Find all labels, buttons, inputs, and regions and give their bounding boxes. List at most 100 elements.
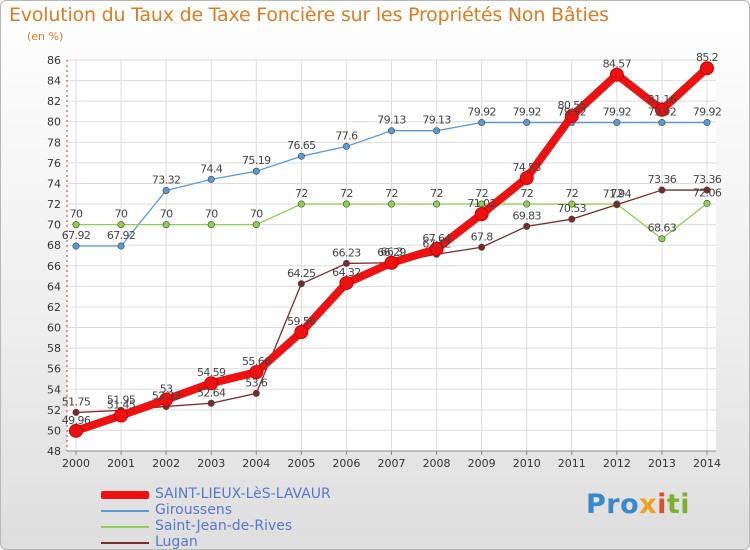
data-label: 67.64	[422, 232, 451, 245]
legend-item-saint-lieux: SAINT-LIEUX-LèS-LAVAUR	[101, 486, 401, 503]
data-label: 64.32	[332, 266, 361, 279]
data-label: 70	[250, 208, 263, 221]
legend-swatch	[101, 510, 149, 512]
y-tick-label: 72	[47, 198, 61, 211]
data-label: 72	[295, 187, 308, 200]
data-point	[568, 215, 576, 223]
legend-label: Saint-Jean-de-Rives	[155, 518, 293, 534]
y-tick-label: 60	[47, 322, 61, 335]
data-label: 72	[430, 187, 443, 200]
data-point	[342, 259, 350, 267]
x-tick-label: 2007	[378, 457, 406, 470]
data-label: 54.59	[197, 366, 226, 379]
data-label: 67.92	[62, 229, 91, 242]
data-label: 79.92	[693, 106, 722, 119]
data-label: 74.53	[512, 161, 541, 174]
y-tick-label: 70	[47, 219, 61, 232]
x-tick-label: 2008	[423, 457, 451, 470]
data-label: 67.8	[471, 230, 494, 243]
data-label: 72	[340, 187, 353, 200]
data-point	[297, 200, 305, 208]
data-label: 80.55	[558, 99, 587, 112]
data-point	[478, 119, 486, 127]
data-label: 71.94	[603, 188, 632, 201]
data-point	[613, 201, 621, 209]
y-tick-label: 58	[47, 342, 61, 355]
data-point	[117, 242, 125, 250]
data-label: 72	[385, 187, 398, 200]
data-label: 55.66	[242, 355, 271, 368]
data-point	[387, 200, 395, 208]
data-label: 72.06	[693, 186, 722, 199]
x-tick-label: 2011	[558, 457, 586, 470]
data-label: 73.32	[152, 173, 181, 186]
x-tick-label: 2004	[242, 457, 270, 470]
data-label: 79.92	[467, 106, 496, 119]
data-point	[519, 171, 534, 186]
data-point	[658, 235, 666, 243]
x-tick-label: 2012	[603, 457, 631, 470]
y-tick-label: 48	[47, 445, 61, 458]
legend-label: Giroussens	[155, 502, 232, 518]
y-tick-label: 62	[47, 301, 61, 314]
data-point	[207, 221, 215, 229]
data-label: 74.4	[200, 162, 223, 175]
data-point	[162, 186, 170, 194]
data-point	[114, 408, 129, 423]
data-label: 73.36	[648, 173, 677, 186]
y-tick-label: 80	[47, 116, 61, 129]
data-label: 79.92	[558, 106, 587, 119]
data-point	[654, 102, 669, 117]
data-point	[339, 276, 354, 291]
data-label: 49.96	[62, 414, 91, 427]
data-label: 52.33	[152, 389, 181, 402]
y-tick-label: 56	[47, 363, 61, 376]
chart-title: Evolution du Taux de Taxe Foncière sur l…	[9, 4, 609, 26]
data-point	[658, 119, 666, 127]
legend-swatch	[101, 526, 149, 528]
data-label: 73.36	[693, 173, 722, 186]
legend-item-saint-jean: Saint-Jean-de-Rives	[101, 518, 401, 535]
legend-item-lugan: Lugan	[101, 534, 401, 549]
data-label: 79.92	[648, 106, 677, 119]
data-label: 51.95	[107, 393, 136, 406]
x-tick-label: 2014	[693, 457, 721, 470]
data-label: 85.2	[696, 51, 718, 64]
data-label: 67.92	[107, 229, 136, 242]
data-point	[703, 199, 711, 207]
y-tick-label: 78	[47, 136, 61, 149]
x-tick-label: 2010	[513, 457, 541, 470]
data-label: 51.45	[107, 399, 136, 412]
y-tick-label: 74	[47, 177, 61, 190]
data-point	[564, 109, 579, 124]
data-label: 81.16	[648, 93, 677, 106]
x-tick-label: 2000	[62, 457, 90, 470]
data-point	[478, 243, 486, 251]
x-tick-label: 2006	[332, 457, 360, 470]
legend-swatch	[101, 542, 149, 544]
data-point	[72, 408, 80, 416]
data-label: 77.6	[335, 129, 358, 142]
data-point	[387, 127, 395, 135]
brand-logo: Proxiti	[586, 489, 691, 520]
data-label: 79.13	[377, 114, 406, 127]
data-point	[207, 175, 215, 183]
data-point	[523, 119, 531, 127]
data-label: 79.92	[603, 106, 632, 119]
data-point	[294, 325, 309, 340]
data-label: 76.65	[287, 139, 316, 152]
data-label: 59.56	[287, 315, 316, 328]
y-tick-label: 86	[47, 54, 61, 67]
data-point	[429, 241, 444, 256]
data-point	[700, 61, 714, 76]
data-point	[613, 119, 621, 127]
data-point	[342, 200, 350, 208]
data-label: 71.02	[467, 197, 496, 210]
data-point	[297, 152, 305, 160]
data-point	[658, 186, 666, 194]
unit-label: (en %)	[27, 30, 64, 43]
data-point	[523, 222, 531, 230]
legend-label: SAINT-LIEUX-LèS-LAVAUR	[155, 486, 331, 502]
